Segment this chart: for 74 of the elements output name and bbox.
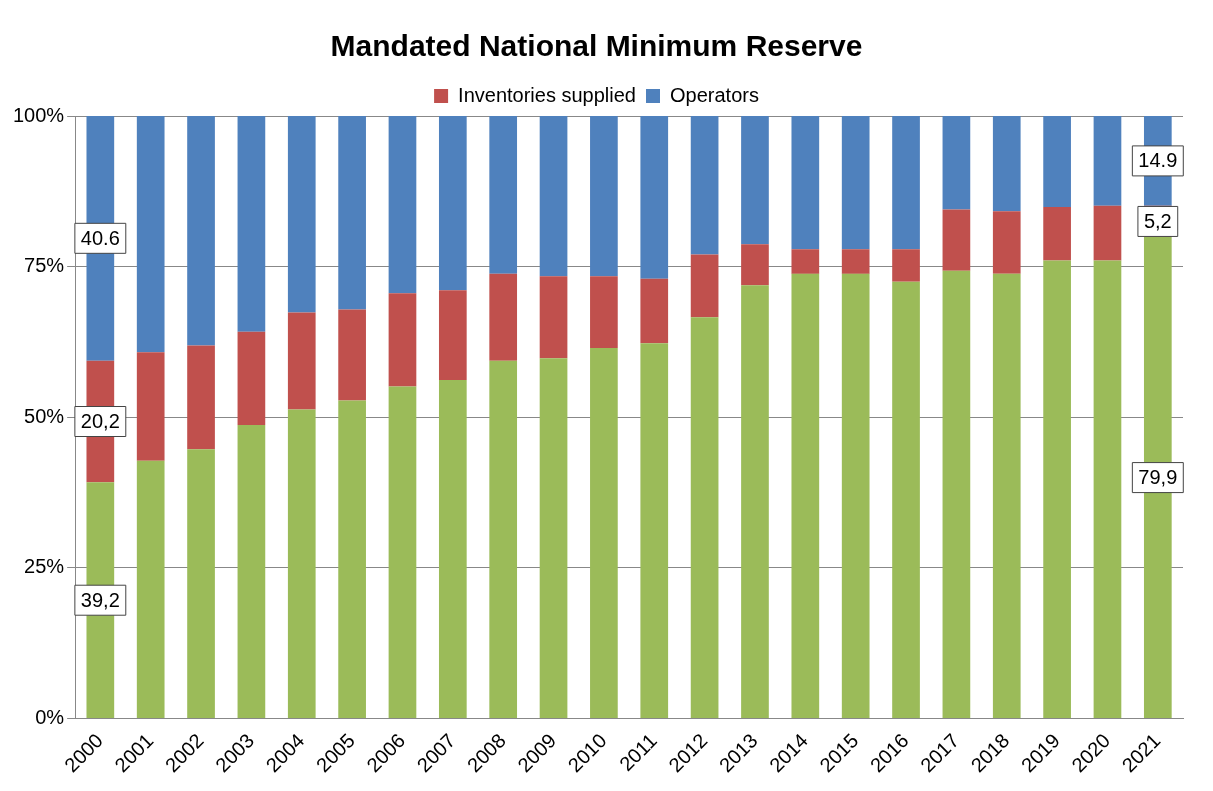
- bar: [438, 290, 467, 380]
- bar: [287, 409, 316, 719]
- bar: [438, 116, 467, 291]
- bar: [1093, 116, 1122, 206]
- bar: [841, 273, 870, 719]
- bar: [992, 116, 1021, 212]
- bar: [539, 358, 568, 719]
- bar: [237, 425, 266, 719]
- bar: [287, 116, 316, 313]
- bar: [1043, 260, 1071, 719]
- chart-title: Mandated National Minimum Reserve: [330, 29, 863, 63]
- data-label: 79,9: [1138, 466, 1178, 489]
- bar: [539, 116, 568, 277]
- bar: [690, 317, 719, 719]
- bar: [136, 460, 165, 719]
- bar: [338, 400, 366, 719]
- data-label: 14.9: [1138, 149, 1178, 172]
- bar: [287, 312, 316, 410]
- bar: [892, 281, 920, 719]
- bar: [1043, 206, 1071, 261]
- bar: [640, 116, 669, 279]
- bar: [791, 249, 820, 274]
- bar: [942, 209, 971, 271]
- legend-label: Operators: [669, 83, 759, 106]
- bar: [237, 116, 266, 332]
- bar: [992, 273, 1021, 719]
- bar: [136, 352, 165, 461]
- bar: [539, 276, 568, 359]
- bar: [338, 116, 366, 310]
- bar: [136, 116, 165, 353]
- bar: [841, 116, 870, 250]
- bar: [237, 331, 266, 426]
- bar: [690, 254, 719, 318]
- bar: [640, 343, 669, 719]
- bar: [187, 345, 215, 450]
- data-label: 40.6: [80, 226, 120, 249]
- bar: [791, 116, 820, 250]
- bar: [489, 116, 518, 274]
- bar: [1093, 260, 1122, 719]
- y-tick-label: 50%: [24, 404, 65, 427]
- y-tick-label: 25%: [24, 555, 65, 578]
- legend-label: Inventories supplied: [458, 83, 636, 106]
- y-tick-label: 0%: [35, 706, 65, 729]
- bar: [741, 285, 769, 719]
- bar: [590, 276, 618, 348]
- bar: [690, 116, 719, 255]
- bar: [338, 309, 366, 401]
- bar: [187, 116, 215, 346]
- y-tick-label: 100%: [13, 103, 65, 126]
- bar: [1043, 116, 1071, 207]
- bar: [741, 116, 769, 245]
- y-tick-label: 75%: [24, 254, 65, 277]
- bar: [892, 249, 920, 282]
- bar: [489, 273, 518, 361]
- bar: [1093, 205, 1122, 261]
- bar: [791, 273, 820, 719]
- bar: [741, 244, 769, 286]
- bar: [388, 386, 417, 719]
- bar: [892, 116, 920, 250]
- data-label: 39,2: [80, 588, 120, 611]
- bar: [438, 379, 467, 719]
- bar: [942, 270, 971, 719]
- bar: [489, 360, 518, 719]
- bar: [841, 249, 870, 274]
- bar: [388, 293, 417, 387]
- bar: [187, 449, 215, 719]
- data-label: 5,2: [1143, 209, 1172, 232]
- bar: [942, 116, 971, 210]
- bar: [590, 116, 618, 277]
- bar: [388, 116, 417, 294]
- bar: [992, 211, 1021, 274]
- data-label: 20,2: [80, 410, 120, 433]
- bar: [590, 347, 618, 719]
- bar: [640, 278, 669, 344]
